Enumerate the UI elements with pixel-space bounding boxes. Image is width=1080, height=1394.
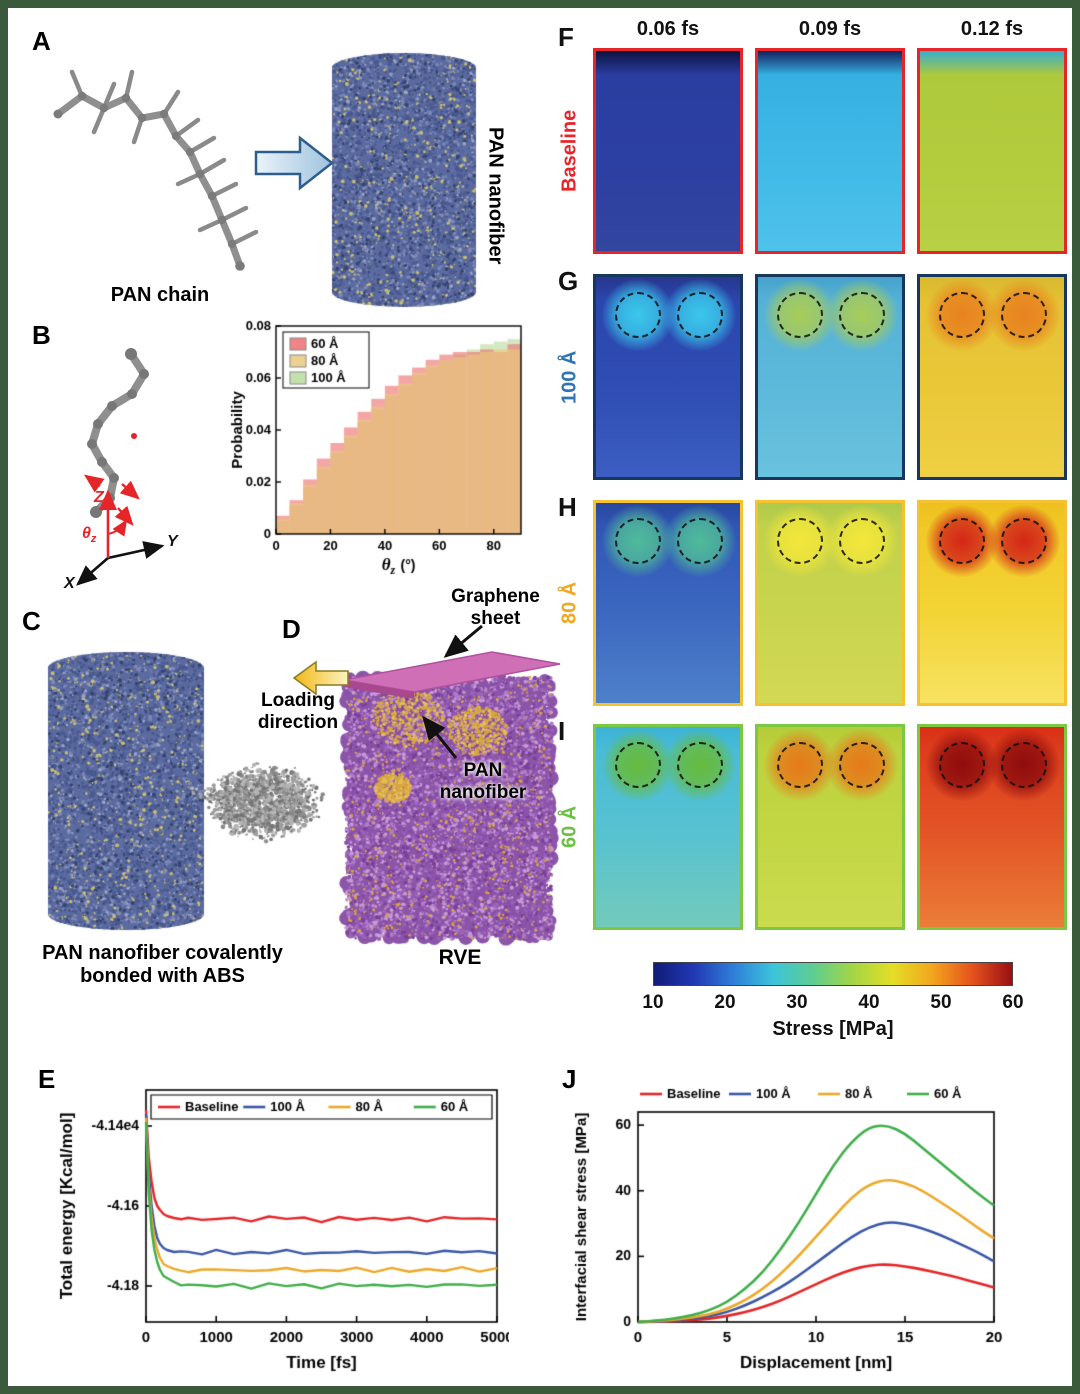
chain-side-groups — [69, 69, 259, 247]
stress-hotspot-ring — [839, 292, 885, 338]
panel-c-caption-line1: PAN nanofiber covalently — [42, 942, 283, 964]
graphene-sheet-edge — [344, 680, 414, 699]
theta-arc — [107, 519, 128, 537]
stress-hotspot-ring — [1001, 518, 1047, 564]
panel-c-caption: PAN nanofiber covalently bonded with ABS — [10, 942, 315, 988]
panel-a-label: A — [32, 26, 51, 56]
x-axis-label: X — [63, 575, 76, 592]
stress-col-header: 0.09 fs — [798, 18, 862, 40]
panel-d-label: D — [282, 614, 301, 644]
panel-e-label: E — [38, 1064, 56, 1094]
stress-map-cell-I-1 — [755, 724, 905, 930]
graphene-sheet-label: Graphene sheet — [428, 586, 563, 630]
stress-hotspot-ring — [615, 292, 661, 338]
stress-map-cell-I-0 — [593, 724, 743, 930]
pan-chain-illustration — [53, 69, 259, 271]
stress-row-label-H: 80 Å — [558, 581, 581, 625]
z-axis-label: Z — [93, 489, 105, 506]
stress-hotspot-ring — [777, 292, 823, 338]
pan-nanofiber-label-line2: nanofiber — [439, 782, 527, 803]
stress-row-label-G: 100 Å — [558, 350, 581, 404]
stress-map-cell-H-2 — [917, 500, 1067, 706]
panel-g-label: G — [558, 266, 579, 296]
stress-map-cell-G-2 — [917, 274, 1067, 480]
loading-direction-label-line2: direction — [257, 712, 339, 733]
stress-map-cell-H-0 — [593, 500, 743, 706]
stress-hotspot-ring — [777, 742, 823, 788]
stress-map-cell-F-2 — [917, 48, 1067, 254]
colorbar-title: Stress [MPa] — [772, 1018, 894, 1040]
rve-caption: RVE — [438, 946, 482, 969]
stress-hotspot-ring — [777, 518, 823, 564]
stress-colorbar — [653, 962, 1013, 986]
stress-hotspot-ring — [939, 518, 985, 564]
stress-hotspot-ring — [677, 742, 723, 788]
stress-hotspot-ring — [939, 292, 985, 338]
panel-c-caption-line2: bonded with ABS — [80, 965, 245, 987]
theta-z-label: θz — [82, 525, 97, 545]
colorbar-tick-label: 40 — [858, 992, 880, 1013]
stress-row-label-I: 60 Å — [558, 805, 581, 849]
graphene-sheet-label-line2: sheet — [470, 608, 521, 629]
panel-f-label: F — [558, 22, 574, 52]
pan-nanofiber-label: PAN nanofiber — [428, 760, 538, 804]
chain-beads — [53, 91, 245, 271]
stress-col-header: 0.12 fs — [960, 18, 1024, 40]
loading-direction-arrow — [292, 660, 349, 696]
pan-pointer-arrow-svg — [422, 715, 458, 759]
shear-chart-canvas — [568, 1078, 1008, 1378]
chain-backbone — [54, 92, 244, 270]
colorbar-tick-label: 20 — [714, 992, 736, 1013]
stress-hotspot-ring — [839, 742, 885, 788]
panel-i-label: I — [558, 716, 566, 746]
orientation-histogram-canvas — [226, 314, 531, 586]
y-axis-label: Y — [167, 533, 179, 550]
panel-h-label: H — [558, 492, 577, 522]
pan-nanofiber-label-line1: PAN — [463, 760, 503, 781]
graphene-loading-illustration — [292, 624, 561, 699]
chain-backbone-small — [88, 350, 148, 516]
loading-direction-label-line1: Loading — [261, 690, 335, 711]
colorbar-tick-label: 50 — [930, 992, 952, 1013]
loading-direction-label: Loading direction — [244, 690, 352, 734]
pan-pointer-arrow — [422, 715, 458, 759]
pan-abs-render — [26, 644, 336, 942]
stress-hotspot-ring — [615, 518, 661, 564]
graphene-sheet-label-line1: Graphene — [451, 586, 540, 607]
stress-map-cell-F-0 — [593, 48, 743, 254]
stress-map-cell-G-0 — [593, 274, 743, 480]
energy-chart-canvas — [54, 1078, 509, 1378]
pan-chain-caption: PAN chain — [110, 284, 210, 306]
transform-arrow-icon — [254, 135, 335, 191]
pan-chain-angle-illustration: Z Y X θz — [63, 348, 179, 592]
red-reference-dot — [131, 433, 137, 439]
stress-hotspot-ring — [839, 518, 885, 564]
right-block-arrow — [254, 135, 335, 191]
stress-row-label-F: Baseline — [558, 109, 581, 193]
stress-hotspot-ring — [1001, 742, 1047, 788]
stress-map-cell-F-1 — [755, 48, 905, 254]
stress-hotspot-ring — [939, 742, 985, 788]
pan-nanofiber-caption: PAN nanofiber — [484, 127, 507, 265]
stress-hotspot-ring — [677, 518, 723, 564]
panel-b-label: B — [32, 320, 51, 350]
xy-axes-arrows — [76, 541, 165, 586]
colorbar-tick-label: 60 — [1002, 992, 1024, 1013]
colorbar-tick-label: 30 — [786, 992, 808, 1013]
stress-hotspot-ring — [677, 292, 723, 338]
graphene-pointer-arrow — [443, 624, 483, 658]
stress-col-header: 0.06 fs — [636, 18, 700, 40]
panel-c-label: C — [22, 606, 41, 636]
chain-direction-arrows — [84, 474, 140, 526]
colorbar-tick-label: 10 — [642, 992, 664, 1013]
rve-render — [338, 663, 563, 953]
stress-map-cell-H-1 — [755, 500, 905, 706]
stress-map-cell-I-2 — [917, 724, 1067, 930]
stress-hotspot-ring — [615, 742, 661, 788]
pan-nanofiber-render — [324, 44, 484, 316]
stress-hotspot-ring — [1001, 292, 1047, 338]
stress-map-cell-G-1 — [755, 274, 905, 480]
